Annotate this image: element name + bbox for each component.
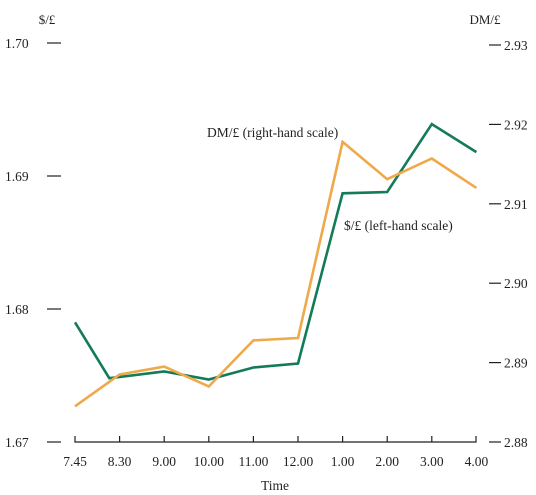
x-axis-line bbox=[74, 436, 477, 443]
x-tick-label: 2.00 bbox=[375, 454, 399, 469]
right-tick-label: 2.88 bbox=[504, 435, 528, 450]
right-tick-label: 2.93 bbox=[504, 38, 528, 53]
right-tick-label: 2.91 bbox=[504, 197, 528, 212]
x-tick-label: 10.00 bbox=[194, 454, 225, 469]
dm-gbp-series-line bbox=[74, 139, 478, 408]
x-tick-label: 4.00 bbox=[465, 454, 489, 469]
dm-series-annotation: DM/£ (right-hand scale) bbox=[207, 125, 338, 140]
x-tick-label: 1.00 bbox=[331, 454, 355, 469]
x-tick-label: 9.00 bbox=[152, 454, 176, 469]
x-axis: 7.45 8.30 9.00 10.00 11.00 12.00 1.00 2.00 3.00 4… bbox=[63, 436, 488, 469]
x-tick-label: 8.30 bbox=[108, 454, 132, 469]
left-axis: 1.67 1.68 1.69 1.70 bbox=[5, 36, 61, 450]
x-tick-label: 3.00 bbox=[420, 454, 444, 469]
right-tick-label: 2.89 bbox=[504, 356, 528, 371]
usd-gbp-series-line bbox=[73, 122, 478, 381]
left-tick-label: 1.69 bbox=[5, 169, 29, 184]
right-tick-label: 2.92 bbox=[504, 117, 528, 132]
x-tick-label: 11.00 bbox=[238, 454, 268, 469]
x-axis-label: Time bbox=[261, 478, 289, 493]
left-tick-label: 1.68 bbox=[5, 302, 29, 317]
right-axis: 2.88 2.89 2.90 2.91 2.92 2.93 bbox=[489, 38, 528, 450]
x-tick-label: 7.45 bbox=[63, 454, 87, 469]
left-tick-label: 1.70 bbox=[5, 36, 29, 51]
series-layer bbox=[73, 122, 478, 408]
left-tick-label: 1.67 bbox=[5, 435, 29, 450]
usd-series-annotation: $/£ (left-hand scale) bbox=[344, 218, 453, 233]
left-axis-unit-label: $/£ bbox=[39, 12, 56, 27]
x-tick-label: 12.00 bbox=[283, 454, 314, 469]
right-axis-unit-label: DM/£ bbox=[469, 12, 501, 27]
right-tick-label: 2.90 bbox=[504, 276, 528, 291]
